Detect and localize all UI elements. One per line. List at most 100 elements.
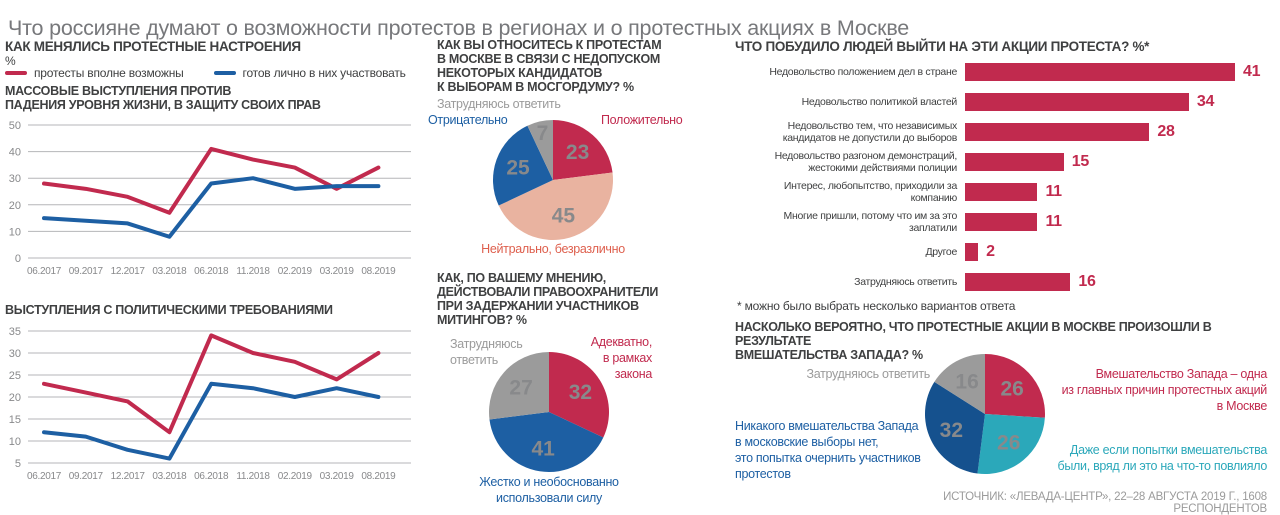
legend-item-protests-possible: протесты вполне возможны	[5, 66, 184, 80]
pie-value-label: 41	[532, 438, 556, 461]
pie-slice	[489, 412, 604, 473]
x-axis-label: 09.2017	[69, 266, 104, 277]
pie-slice	[985, 354, 1045, 418]
line-chart-political-demands: 5 10 15 20 25 30 35 06.2017 09.2017 12.2017 03.201…	[9, 326, 411, 482]
bar-label: Недовольство политикой властей	[801, 95, 958, 108]
bar-label: Затрудняюсь ответить	[854, 275, 957, 288]
pie-slice	[553, 120, 613, 180]
bar-value: 2	[986, 243, 995, 260]
pie-value-label: 16	[955, 370, 978, 393]
x-axis-label: 03.2018	[152, 471, 187, 482]
pie3-label-west-cause: Вмешательство Запада – одна из главных п…	[1061, 367, 1268, 413]
bar-value: 28	[1157, 123, 1175, 140]
x-axis-label: 06.2017	[27, 266, 62, 277]
pie2-label-adequate: Адекватно, в рамках закона	[590, 335, 653, 381]
bar-label: Недовольство тем, что независимых кандид…	[782, 119, 958, 145]
pie2-label-excessive-force: Жестко и необоснованно использовали силу	[479, 475, 619, 505]
pie-value-label: 26	[1000, 378, 1023, 401]
pie1-label-positive: Положительно	[601, 113, 683, 127]
pie1-label-negative: Отрицательно	[428, 113, 508, 127]
pie-slice	[488, 352, 549, 420]
pie1-label-undecided: Затрудняюсь ответить	[437, 97, 561, 111]
y-axis-tick: 15	[9, 414, 21, 426]
section-title-sentiment: КАК МЕНЯЛИСЬ ПРОТЕСТНЫЕ НАСТРОЕНИЯ	[5, 39, 301, 54]
chart-title-political-demands: ВЫСТУПЛЕНИЯ С ПОЛИТИЧЕСКИМИ ТРЕБОВАНИЯМИ	[5, 303, 333, 317]
chart-title-living-standards: МАССОВЫЕ ВЫСТУПЛЕНИЯ ПРОТИВ ПАДЕНИЯ УРОВ…	[5, 84, 321, 112]
bar-row: Другое 2	[735, 237, 1275, 267]
pie-slice	[934, 354, 985, 414]
pie-chart-west-interference: 26 26 32 16	[924, 354, 1045, 475]
y-axis-tick: 25	[9, 370, 21, 382]
bar-value: 15	[1071, 153, 1090, 170]
bar-value: 41	[1243, 63, 1261, 80]
bar	[965, 93, 1189, 111]
x-axis-label: 06.2018	[194, 266, 229, 277]
bar-value: 34	[1196, 93, 1215, 110]
pie-value-label: 26	[997, 432, 1020, 455]
bar	[965, 273, 1071, 291]
pie-value-label: 23	[566, 141, 589, 164]
x-axis-label: 03.2019	[320, 471, 355, 482]
bar-chart-footnote: * можно было выбрать несколько вариантов…	[737, 299, 1016, 313]
unit-label: %	[5, 54, 16, 68]
page-title: Что россияне думают о возможности протес…	[8, 16, 910, 41]
y-axis-tick: 30	[9, 173, 21, 185]
pie3-label-undecided: Затрудняюсь ответить	[806, 367, 930, 381]
series-line	[42, 176, 381, 239]
legend-swatch-blue	[213, 71, 236, 75]
bar	[965, 153, 1064, 171]
y-axis-tick: 20	[9, 200, 21, 212]
bar	[965, 213, 1038, 231]
bar-label: Многие пришли, потому что им за это запл…	[783, 209, 958, 235]
y-axis-tick: 5	[15, 458, 21, 470]
bar-chart-title: ЧТО ПОБУДИЛО ЛЮДЕЙ ВЫЙТИ НА ЭТИ АКЦИИ ПР…	[735, 39, 1150, 54]
bar-label: Недовольство положением дел в стране	[769, 65, 957, 78]
pie-value-label: 27	[509, 376, 532, 399]
y-axis-tick: 10	[9, 436, 21, 448]
bar	[965, 243, 979, 261]
pie3-label-no-effect: Даже если попытки вмешательства были, вр…	[1057, 443, 1268, 473]
pie-value-label: 45	[552, 205, 576, 228]
pie-title-attitude: КАК ВЫ ОТНОСИТЕСЬ К ПРОТЕСТАМ В МОСКВЕ В…	[437, 38, 662, 94]
pie2-label-undecided: Затрудняюсь ответить	[450, 337, 523, 367]
pie-slice	[977, 414, 1045, 475]
x-axis-label: 02.2019	[278, 471, 313, 482]
x-axis-label: 03.2018	[152, 266, 187, 277]
legend-label: готов лично в них участвовать	[242, 66, 406, 80]
series-line	[42, 146, 381, 215]
pie-slice	[924, 381, 985, 474]
bar	[965, 63, 1235, 81]
y-axis-tick: 50	[9, 120, 21, 132]
source-note: ИСТОЧНИК: «ЛЕВАДА-ЦЕНТР», 22–28 АВГУСТА …	[943, 491, 1267, 515]
pie-title-police: КАК, ПО ВАШЕМУ МНЕНИЮ, ДЕЙСТВОВАЛИ ПРАВО…	[437, 271, 659, 327]
y-axis-tick: 20	[9, 392, 21, 404]
pie3-label-no-interference: Никакого вмешательства Запада в московск…	[735, 419, 921, 481]
pie-value-label: 32	[569, 381, 592, 404]
line-chart-living-standards: 0 10 20 30 40 50 06.2017 09.2017 12.2017 03.2018 0…	[9, 120, 411, 277]
x-axis-label: 02.2019	[278, 266, 313, 277]
series-line	[42, 381, 381, 461]
pie-slice	[498, 172, 614, 241]
bar	[965, 183, 1038, 201]
x-axis-label: 06.2017	[27, 471, 62, 482]
bar-row: Интерес, любопытство, приходили за компа…	[735, 177, 1275, 207]
y-axis-tick: 10	[9, 226, 21, 238]
bar-row: Недовольство тем, что независимых кандид…	[735, 117, 1275, 147]
pie-slice	[549, 352, 610, 438]
x-axis-label: 12.2017	[111, 471, 146, 482]
bar-row: Многие пришли, потому что им за это запл…	[735, 207, 1275, 237]
pie-slice	[492, 125, 553, 206]
pie-value-label: 32	[940, 419, 963, 442]
y-axis-tick: 0	[15, 253, 21, 265]
legend-label: протесты вполне возможны	[34, 66, 184, 80]
x-axis-label: 08.2019	[361, 471, 396, 482]
bar-label: Недовольство разгоном демонстраций, жест…	[774, 149, 958, 175]
pie-slice	[527, 120, 553, 180]
legend-item-ready-participate: готов лично в них участвовать	[213, 66, 406, 80]
x-axis-label: 08.2019	[361, 266, 396, 277]
bar-label: Другое	[925, 245, 957, 258]
pie-value-label: 7	[537, 122, 549, 145]
bar	[965, 123, 1150, 141]
pie-value-label: 25	[506, 156, 530, 179]
